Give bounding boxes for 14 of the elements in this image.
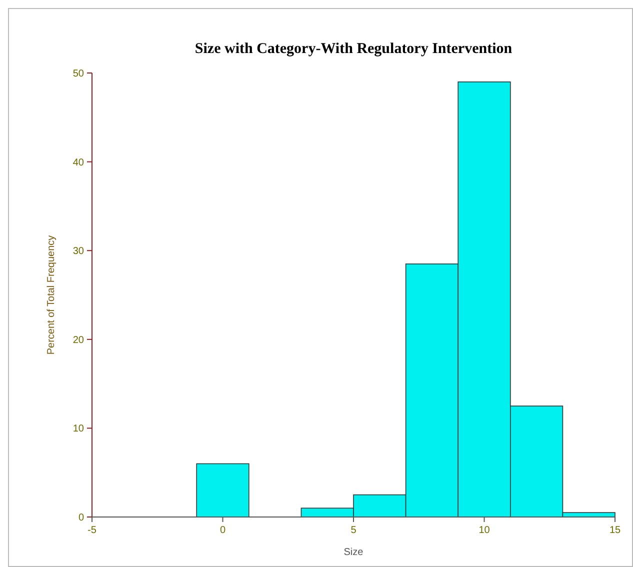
- y-axis-title: Percent of Total Frequency: [46, 235, 57, 355]
- x-tick-label: -5: [88, 525, 97, 536]
- y-tick-label: 0: [78, 512, 84, 524]
- x-tick-label: 0: [220, 525, 226, 536]
- x-axis-title: Size: [344, 547, 364, 558]
- x-tick-label: 10: [478, 525, 490, 536]
- y-tick-label: 10: [72, 424, 84, 435]
- x-tick-label: 5: [350, 525, 357, 536]
- chart-title: Size with Category-With Regulatory Intervention: [194, 41, 513, 57]
- x-tick-label: 15: [609, 525, 621, 536]
- y-tick-label: 20: [72, 334, 84, 346]
- y-tick-label: 30: [72, 246, 84, 258]
- y-tick-label: 50: [72, 68, 84, 80]
- y-tick-label: 40: [72, 157, 84, 168]
